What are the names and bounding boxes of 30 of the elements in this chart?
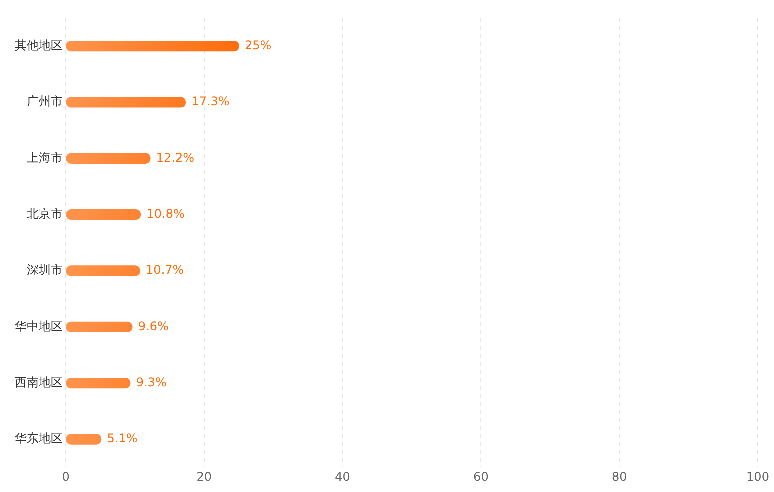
y-tick-label: 北京市 (27, 206, 63, 221)
data-label: 10.7% (146, 263, 184, 278)
y-tick-label: 华中地区 (15, 319, 63, 334)
bar (66, 153, 151, 164)
y-tick-label: 华东地区 (15, 432, 63, 446)
x-tick-label: 20 (196, 470, 212, 484)
y-tick-label: 其他地区 (15, 38, 63, 52)
data-label: 10.8% (146, 206, 185, 221)
x-tick-label: 80 (612, 470, 628, 484)
x-tick-label: 0 (62, 470, 70, 484)
data-label: 9.3% (136, 375, 167, 390)
data-label: 12.2% (156, 150, 195, 165)
data-label: 9.6% (138, 319, 169, 334)
x-tick-label: 60 (474, 470, 489, 484)
y-tick-label: 广州市 (27, 94, 63, 109)
y-tick-label: 上海市 (27, 150, 63, 165)
y-tick-label: 深圳市 (27, 263, 63, 278)
bar (66, 209, 142, 220)
x-tick-label: 40 (335, 470, 350, 484)
bar (66, 322, 133, 332)
y-tick-label: 西南地区 (15, 375, 63, 390)
data-label: 17.3% (192, 94, 230, 109)
data-label: 25% (245, 38, 272, 52)
bar (66, 40, 240, 52)
x-tick-label: 100 (746, 470, 770, 484)
bar (66, 434, 102, 445)
bar (66, 378, 131, 389)
bar (66, 97, 186, 108)
bar (66, 266, 140, 276)
data-label: 5.1% (107, 432, 138, 446)
